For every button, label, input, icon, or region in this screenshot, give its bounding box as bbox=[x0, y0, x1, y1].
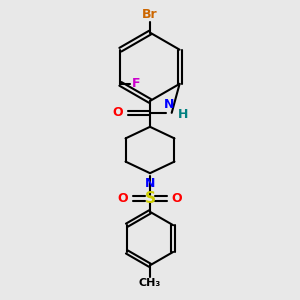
Text: N: N bbox=[145, 177, 155, 190]
Text: Br: Br bbox=[142, 8, 158, 21]
Text: H: H bbox=[178, 108, 188, 121]
Text: O: O bbox=[112, 106, 123, 119]
Text: O: O bbox=[172, 192, 182, 205]
Text: S: S bbox=[145, 191, 155, 206]
Text: CH₃: CH₃ bbox=[139, 278, 161, 288]
Text: O: O bbox=[118, 192, 128, 205]
Text: F: F bbox=[132, 77, 140, 90]
Text: N: N bbox=[164, 98, 175, 111]
